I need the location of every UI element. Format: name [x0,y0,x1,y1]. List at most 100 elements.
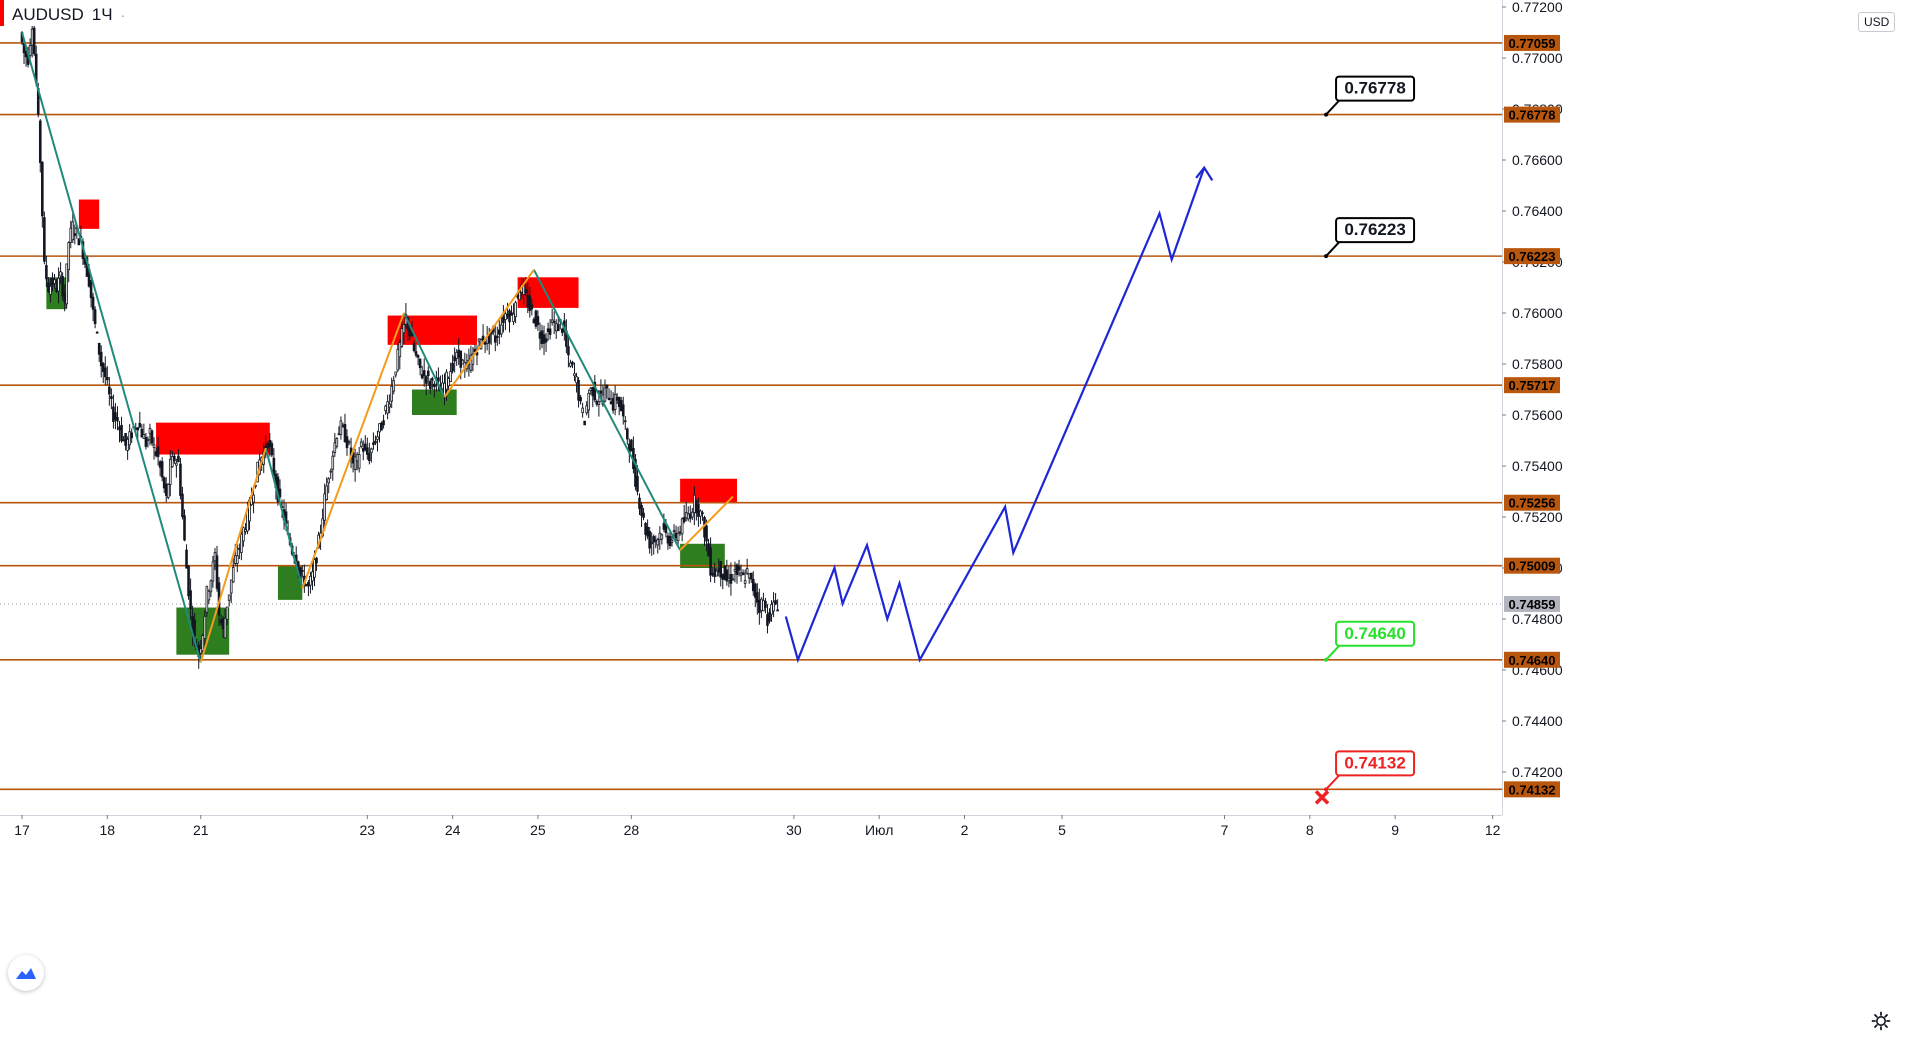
candle-body [613,393,617,410]
x-tick-label: 8 [1306,822,1314,838]
tradingview-logo-icon[interactable] [8,955,44,991]
candle-body [215,555,219,589]
candle-body [384,405,387,412]
candle [686,506,690,522]
candle-body [453,356,456,362]
candle-body [231,567,235,583]
candle-body [723,565,727,580]
candle-body [244,529,247,532]
candle-body [101,363,105,372]
candle-body [760,598,763,611]
candle-body [225,606,229,620]
candle-body [146,438,150,441]
currency-badge[interactable]: USD [1858,12,1896,32]
candle [122,435,125,442]
candle-body [546,328,550,333]
demand-zone [680,543,725,568]
candle [715,568,718,577]
x-tick-label: 21 [193,822,209,838]
x-tick-label: 5 [1058,822,1066,838]
candle [398,339,402,370]
candle-body [672,530,676,533]
candle-body [372,442,375,445]
level-tag-label: 0.75717 [1509,378,1556,393]
candle [770,600,773,622]
candle [323,483,326,531]
candle [164,477,168,503]
candle [441,374,444,390]
candle [244,523,247,535]
candle-body [686,513,690,520]
candle [749,572,753,583]
candle [148,423,152,446]
candle [760,597,763,619]
projection-path [784,167,1206,664]
candle-body [313,559,316,578]
candle-body [688,513,692,519]
candle [366,437,369,460]
candle [546,322,550,341]
candle-body [270,443,274,456]
candle [384,404,387,415]
candle [743,569,747,589]
candle [691,507,694,521]
supply-zone [680,478,737,503]
level-price-tag: 0.76223 [1504,248,1560,265]
candle-body [583,420,586,426]
candle-body [154,451,158,456]
candle [57,267,60,304]
levels-layer [0,42,1502,791]
candle [45,255,48,288]
candle-body [747,573,751,579]
candle-body [150,430,154,444]
candle-body [764,600,767,608]
candle [99,345,103,378]
candle [213,548,217,571]
candle-body [378,423,381,433]
level-price-tag: 0.75256 [1504,494,1560,511]
candle [646,519,649,540]
candle [116,406,119,431]
candle [528,287,532,318]
candle-body [701,512,704,515]
candle-body [97,342,101,355]
candle-body [103,367,107,378]
candle [650,532,653,556]
candle-body [589,387,593,391]
candle-body [95,331,99,334]
candle [361,440,365,461]
candle-body [581,407,584,414]
candle-body [609,401,613,405]
candle-body [579,396,582,402]
x-tick-label: 17 [14,822,30,838]
candle [305,583,308,587]
candle [731,573,735,581]
candle-body [741,572,745,576]
candle-body [762,600,765,612]
candle [630,438,633,452]
candle [203,610,207,646]
candle-body [561,328,564,333]
candle [617,396,621,416]
symbol-legend[interactable]: AUDUSD 1Ч · [4,4,132,26]
candle [38,119,42,173]
candle [333,433,337,457]
candle-body [416,355,420,358]
down-swing-leg [402,312,446,398]
candle-body [662,523,666,530]
current-price-tag-box [1504,595,1560,612]
candle [595,399,599,407]
candle [587,389,591,419]
y-tick-label: 0.76400 [1512,203,1563,219]
candle-body [483,341,487,345]
candle-body [268,440,272,448]
candle [189,578,192,620]
settings-gear-icon[interactable] [1868,1008,1894,1034]
candle [110,388,113,410]
candle-body [223,618,227,639]
price-callout: 0.74640 [1324,620,1416,662]
candle-body [575,376,578,384]
candle [185,544,188,569]
y-tick-label: 0.77000 [1512,50,1563,66]
